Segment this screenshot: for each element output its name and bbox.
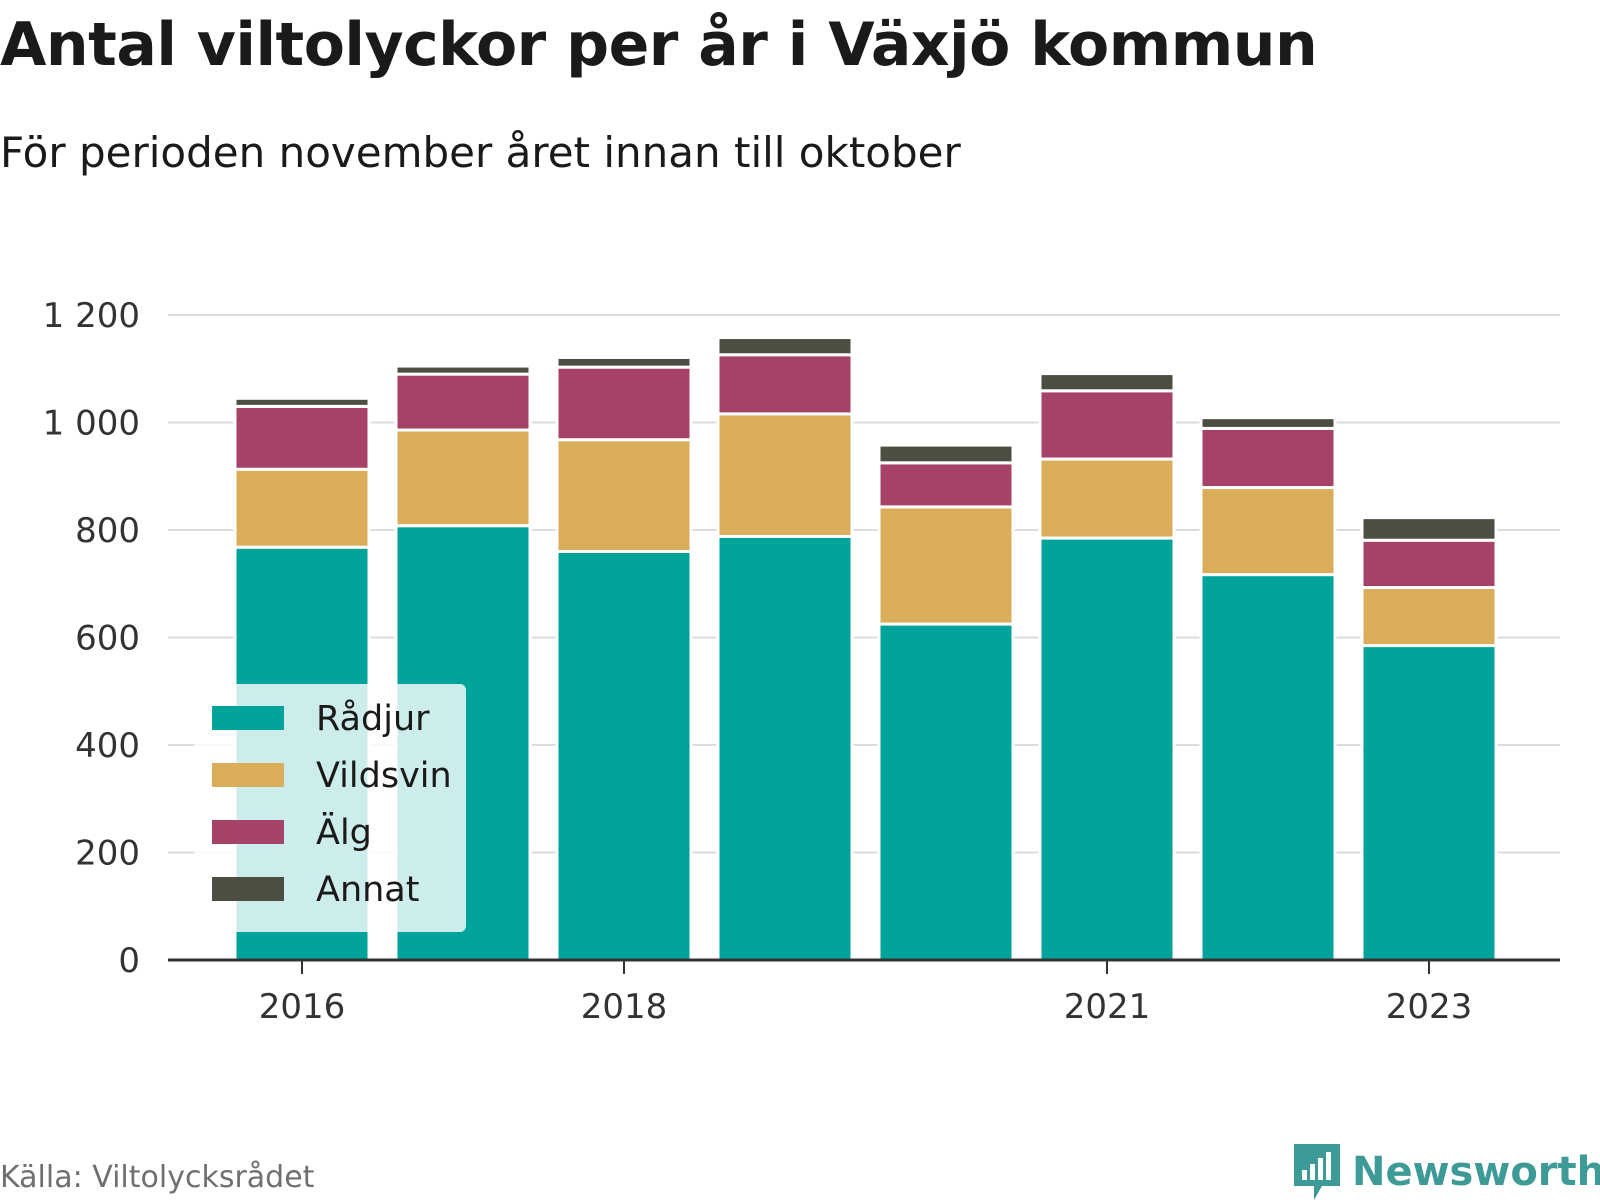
bar-segment [716,534,854,962]
bar-segment [1360,516,1498,542]
bar-segment [1199,573,1337,962]
legend-label: Rådjur [316,698,430,739]
bar-segment [233,396,371,408]
bar-segment [877,461,1015,509]
bar-segment [394,364,532,376]
source-note: Källa: Viltolycksrådet [0,1160,315,1195]
bar-segment [555,550,693,962]
bar-segment [877,622,1015,962]
legend-box [194,684,466,932]
legend-swatch [212,877,284,901]
y-tick-label: 200 [75,834,140,874]
bar-segment [394,372,532,432]
y-tick-label: 1 200 [43,296,140,336]
x-tick-label: 2018 [581,987,668,1027]
bar-segment [1038,372,1176,393]
brand-name: Newsworthy [1352,1149,1600,1195]
y-tick-label: 0 [118,941,140,981]
chart-subtitle: För perioden november året innan till ok… [0,128,961,177]
newsworthy-logo-icon [1294,1144,1340,1200]
y-tick-label: 400 [75,726,140,766]
y-tick-label: 600 [75,619,140,659]
y-axis-ticks: 0 200 400 600 800 1 000 1 200 [43,296,140,981]
brand-logo: Newsworthy [1292,1142,1600,1202]
y-tick-label: 800 [75,511,140,551]
legend-label: Annat [316,870,419,910]
legend-swatch [212,706,284,730]
bar-segment [716,412,854,538]
x-tick-label: 2023 [1386,987,1473,1027]
x-tick-label: 2021 [1064,987,1151,1027]
bar-segment [555,355,693,369]
x-axis: 2016 2018 2021 2023 [168,958,1560,1027]
legend-label: Älg [316,811,372,853]
legend-label: Vildsvin [316,756,452,796]
bar-segment [877,443,1015,465]
legend: Rådjur Vildsvin Älg Annat [194,684,466,932]
bar-segment [1360,538,1498,590]
bar-segment [716,353,854,416]
bar-segment [1038,536,1176,962]
bar-segment [716,336,854,357]
bar-segment [1360,644,1498,962]
bar-segment [394,428,532,528]
bar-segment [1199,486,1337,577]
bar-segment [1038,389,1176,461]
bar-segment [1038,457,1176,540]
bar-segment [555,365,693,442]
x-tick-label: 2016 [259,987,346,1027]
legend-swatch [212,763,284,787]
chart-title: Antal viltolyckor per år i Växjö kommun [0,10,1318,80]
bar-segment [877,505,1015,626]
bar-segment [1360,586,1498,648]
bar-segment [233,404,371,471]
bar-segment [1199,416,1337,430]
y-tick-label: 1 000 [43,404,140,444]
bar-segment [555,438,693,554]
bar-segment [1199,426,1337,490]
bar-segment [233,467,371,549]
legend-swatch [212,820,284,844]
